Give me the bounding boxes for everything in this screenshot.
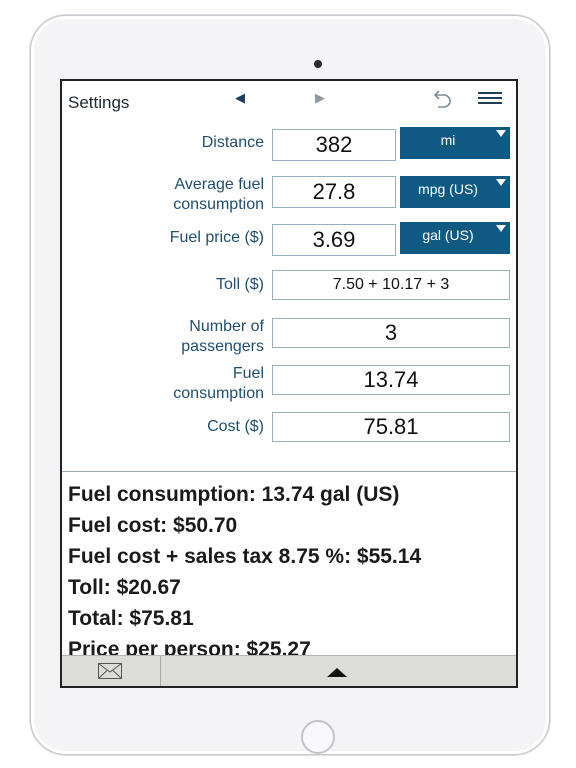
- toll-label: Toll ($): [215, 276, 264, 293]
- passengers-label-line1: Number of: [189, 318, 264, 335]
- result-fuel-cost-tax: Fuel cost + sales tax 8.75 %: $55.14: [68, 545, 422, 568]
- avg-consumption-label-line2: consumption: [173, 196, 264, 213]
- fuel-consumption-output[interactable]: 13.74: [272, 365, 510, 395]
- consumption-unit-value: mpg (US): [418, 181, 478, 197]
- result-total: Total: $75.81: [68, 607, 194, 630]
- section-divider: [62, 471, 516, 472]
- result-fuel-consumption: Fuel consumption: 13.74 gal (US): [68, 483, 400, 506]
- bottom-bar: [62, 655, 516, 686]
- passengers-label-line2: passengers: [181, 338, 264, 355]
- toll-input[interactable]: 7.50 + 10.17 + 3: [272, 270, 510, 300]
- distance-input[interactable]: 382: [272, 129, 396, 161]
- distance-label: Distance: [201, 134, 264, 151]
- menu-line: [478, 97, 502, 99]
- dropdown-caret-icon: [496, 130, 506, 137]
- fuel-price-input[interactable]: 3.69: [272, 224, 396, 256]
- fuel-consumption-label-line2: consumption: [173, 385, 264, 402]
- result-fuel-cost: Fuel cost: $50.70: [68, 514, 238, 537]
- undo-icon[interactable]: [430, 89, 452, 109]
- previous-arrow-icon[interactable]: ◀: [235, 90, 245, 105]
- distance-unit-select[interactable]: mi: [400, 127, 510, 159]
- mail-button[interactable]: [62, 656, 161, 686]
- top-toolbar: Settings ◀ ▶: [62, 81, 516, 121]
- expand-up-arrow-icon[interactable]: [327, 668, 347, 677]
- passengers-input[interactable]: 3: [272, 318, 510, 348]
- menu-icon[interactable]: [478, 92, 502, 106]
- passengers-label: Number of passengers: [181, 317, 264, 357]
- menu-line: [478, 92, 502, 94]
- cost-label: Cost ($): [207, 418, 264, 435]
- fuel-consumption-label: Fuel consumption: [173, 364, 264, 404]
- dropdown-caret-icon: [496, 225, 506, 232]
- dropdown-caret-icon: [496, 179, 506, 186]
- avg-consumption-label-line1: Average fuel: [174, 176, 264, 193]
- distance-unit-value: mi: [440, 132, 456, 148]
- price-unit-value: gal (US): [422, 227, 474, 243]
- price-unit-select[interactable]: gal (US): [400, 222, 510, 254]
- next-arrow-icon[interactable]: ▶: [315, 90, 325, 105]
- cost-output[interactable]: 75.81: [272, 412, 510, 442]
- result-toll: Toll: $20.67: [68, 576, 181, 599]
- menu-line: [478, 102, 502, 104]
- avg-consumption-label: Average fuel consumption: [173, 175, 264, 215]
- mail-icon: [98, 663, 122, 679]
- fuel-price-label: Fuel price ($): [169, 229, 264, 246]
- home-button[interactable]: [301, 720, 335, 754]
- consumption-unit-select[interactable]: mpg (US): [400, 176, 510, 208]
- fuel-consumption-label-line1: Fuel: [232, 365, 264, 382]
- app-screen: Settings ◀ ▶ Distance 382 mi Average fue…: [60, 79, 518, 688]
- settings-button[interactable]: Settings: [68, 93, 130, 112]
- results-summary: Fuel consumption: 13.74 gal (US) Fuel co…: [68, 479, 421, 665]
- avg-consumption-input[interactable]: 27.8: [272, 176, 396, 208]
- camera-dot: [314, 60, 322, 68]
